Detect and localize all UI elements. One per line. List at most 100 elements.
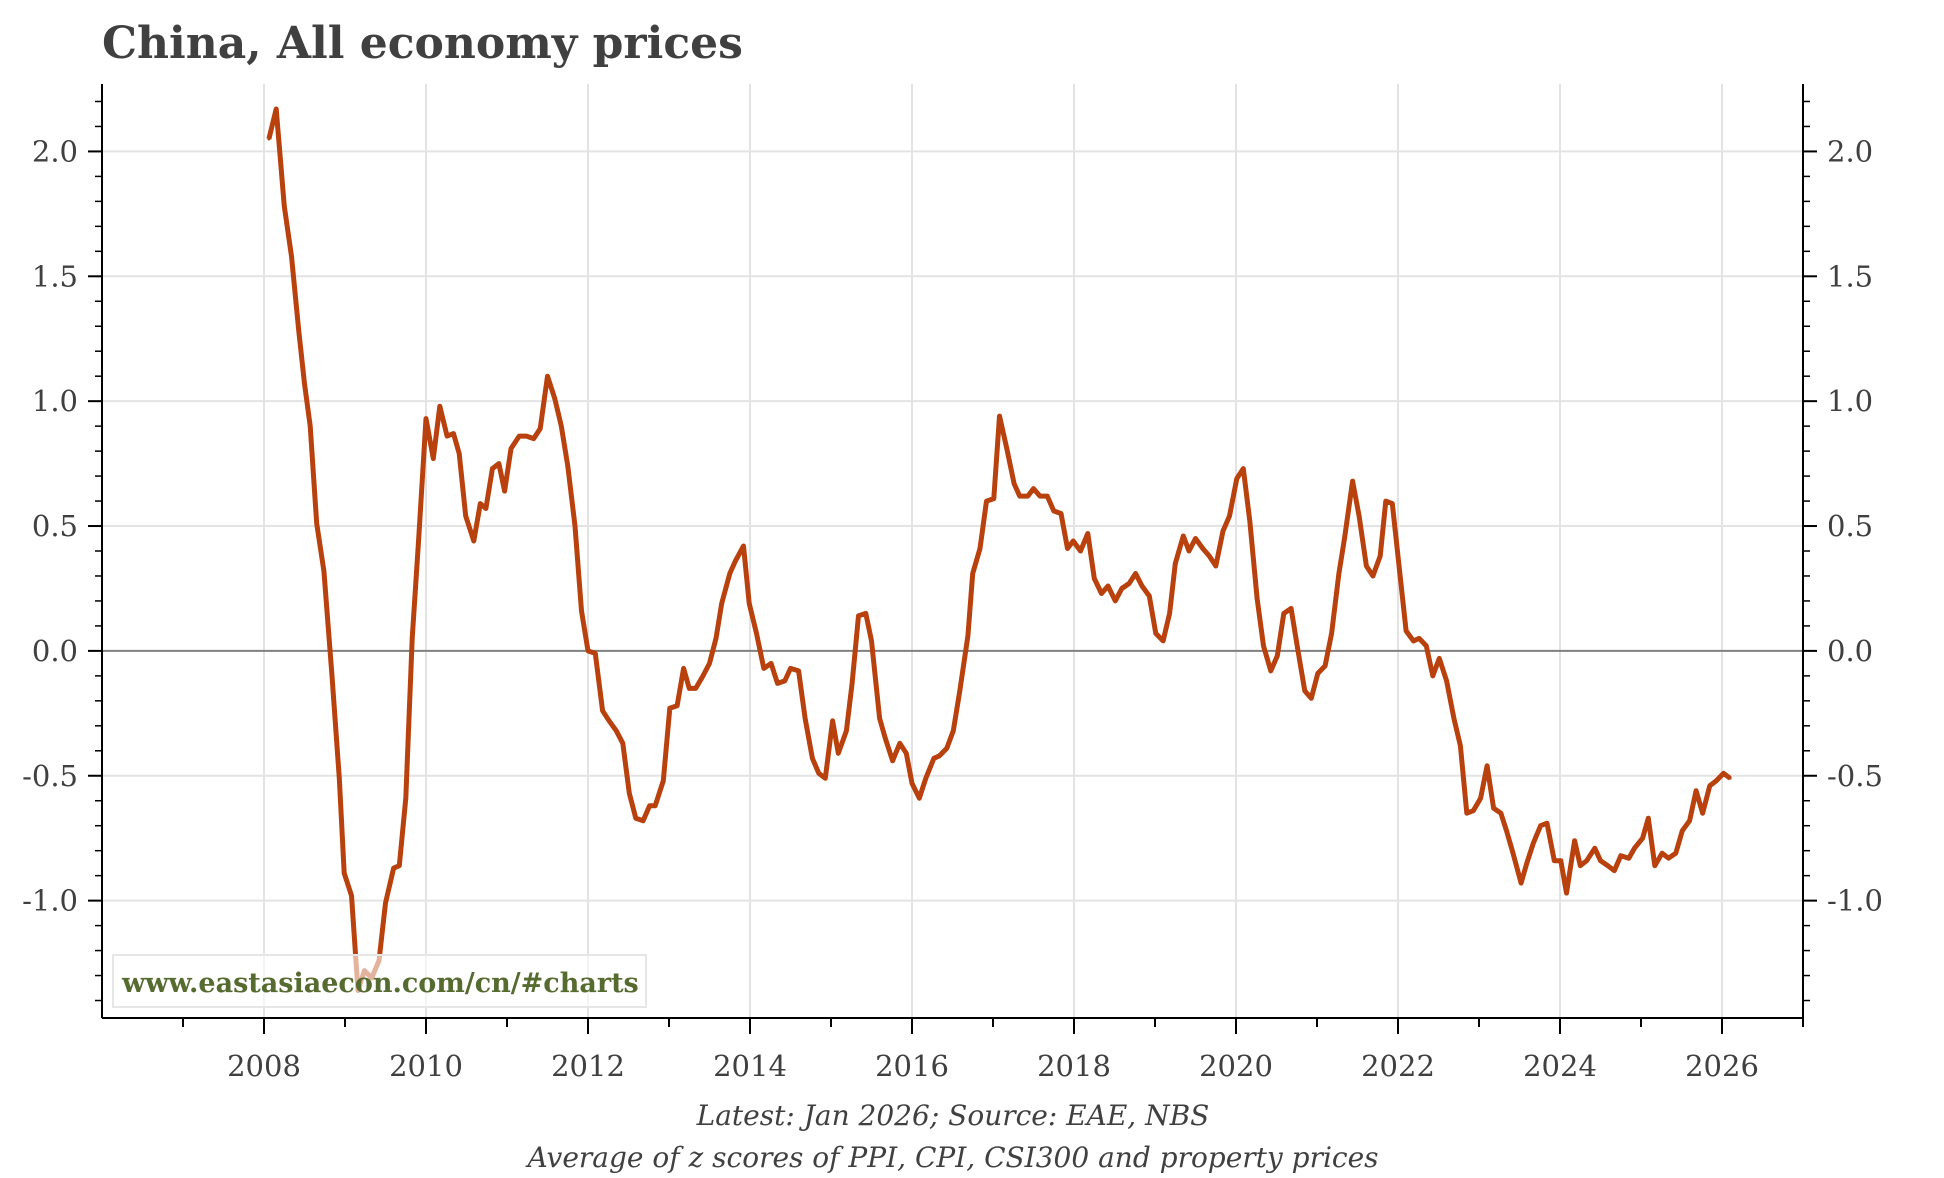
data-point (308, 424, 312, 428)
y-tick-label-left: -1.0 (22, 884, 78, 918)
data-point (708, 661, 711, 665)
data-point (1323, 664, 1327, 668)
data-point (621, 741, 625, 745)
data-point (392, 866, 396, 870)
data-point (1371, 574, 1375, 578)
data-point (653, 804, 657, 808)
data-point (878, 716, 882, 720)
data-point (1585, 859, 1589, 863)
data-point (1207, 554, 1211, 558)
data-point (1680, 829, 1684, 833)
data-point (614, 729, 618, 733)
data-point (1627, 856, 1631, 860)
data-point (1066, 547, 1070, 551)
data-point (1086, 532, 1090, 536)
data-point (1519, 881, 1523, 885)
data-point (342, 871, 346, 875)
data-point (951, 729, 955, 733)
data-point (457, 452, 461, 456)
data-point (1173, 561, 1177, 565)
data-point (627, 791, 631, 795)
data-point (1038, 494, 1042, 498)
data-point (1364, 564, 1368, 568)
data-point (1012, 482, 1016, 486)
data-point (675, 704, 679, 708)
data-point (1357, 514, 1361, 518)
data-point (1168, 611, 1172, 615)
x-tick-label: 2020 (1199, 1049, 1273, 1083)
data-point (322, 569, 326, 573)
data-point (1343, 537, 1347, 541)
data-point (945, 746, 949, 750)
y-tick-label-right: 1.0 (1827, 384, 1873, 418)
data-point (776, 681, 780, 685)
data-point (1511, 851, 1515, 855)
data-point (397, 864, 401, 868)
data-point (850, 681, 854, 685)
series-line-group (266, 106, 1732, 993)
data-point (1127, 581, 1131, 585)
x-tick-label: 2022 (1361, 1049, 1435, 1083)
data-point (478, 502, 482, 506)
data-point (1071, 539, 1075, 543)
data-point (1694, 789, 1698, 793)
data-point (810, 756, 814, 760)
data-point (641, 819, 645, 823)
data-point (1390, 502, 1394, 506)
data-point (1564, 891, 1568, 895)
y-tick-label-right: 0.5 (1827, 509, 1873, 543)
data-point (337, 776, 341, 780)
data-point (966, 634, 970, 638)
data-point (1248, 519, 1252, 523)
data-point (546, 374, 549, 378)
data-point (566, 464, 570, 468)
data-point (728, 571, 732, 575)
data-point (1559, 859, 1563, 863)
data-point (769, 661, 773, 665)
data-point (1214, 564, 1218, 568)
x-tick-label: 2026 (1685, 1049, 1759, 1083)
data-point (648, 804, 652, 808)
data-point (431, 457, 435, 461)
data-point (1552, 859, 1556, 863)
y-tick-label-left: 1.0 (32, 384, 78, 418)
data-point (992, 497, 996, 501)
data-point (714, 636, 718, 640)
y-tick-label-right: 1.5 (1827, 259, 1873, 293)
data-point (1612, 869, 1616, 873)
data-point (1660, 851, 1664, 855)
data-point (883, 736, 887, 740)
data-point (971, 571, 975, 575)
data-point (1052, 509, 1056, 513)
data-point (330, 674, 334, 678)
watermark: www.eastasiaecon.com/cn/#charts (112, 954, 647, 1008)
x-tick-label: 2016 (875, 1049, 949, 1083)
data-point (1722, 771, 1726, 775)
data-point (1005, 447, 1009, 451)
data-point (823, 776, 827, 780)
data-point (384, 901, 387, 905)
data-point (1708, 784, 1712, 788)
data-point (1275, 654, 1279, 658)
data-point (1653, 864, 1657, 868)
data-point (484, 507, 488, 511)
data-point (586, 649, 590, 653)
data-point (1452, 716, 1456, 720)
data-point (1154, 631, 1158, 635)
data-point (1026, 494, 1030, 498)
data-point (747, 601, 751, 605)
data-point (924, 776, 928, 780)
data-point (1181, 534, 1185, 538)
data-point (1531, 841, 1535, 845)
data-point (789, 666, 792, 670)
y-tick-label-right: -1.0 (1827, 884, 1883, 918)
data-point (267, 137, 271, 141)
data-point (1714, 779, 1718, 783)
data-point (497, 462, 501, 466)
data-point (1492, 806, 1496, 810)
data-point (464, 514, 468, 518)
data-point (1539, 824, 1543, 828)
data-point (1255, 596, 1259, 600)
data-point (559, 424, 563, 428)
